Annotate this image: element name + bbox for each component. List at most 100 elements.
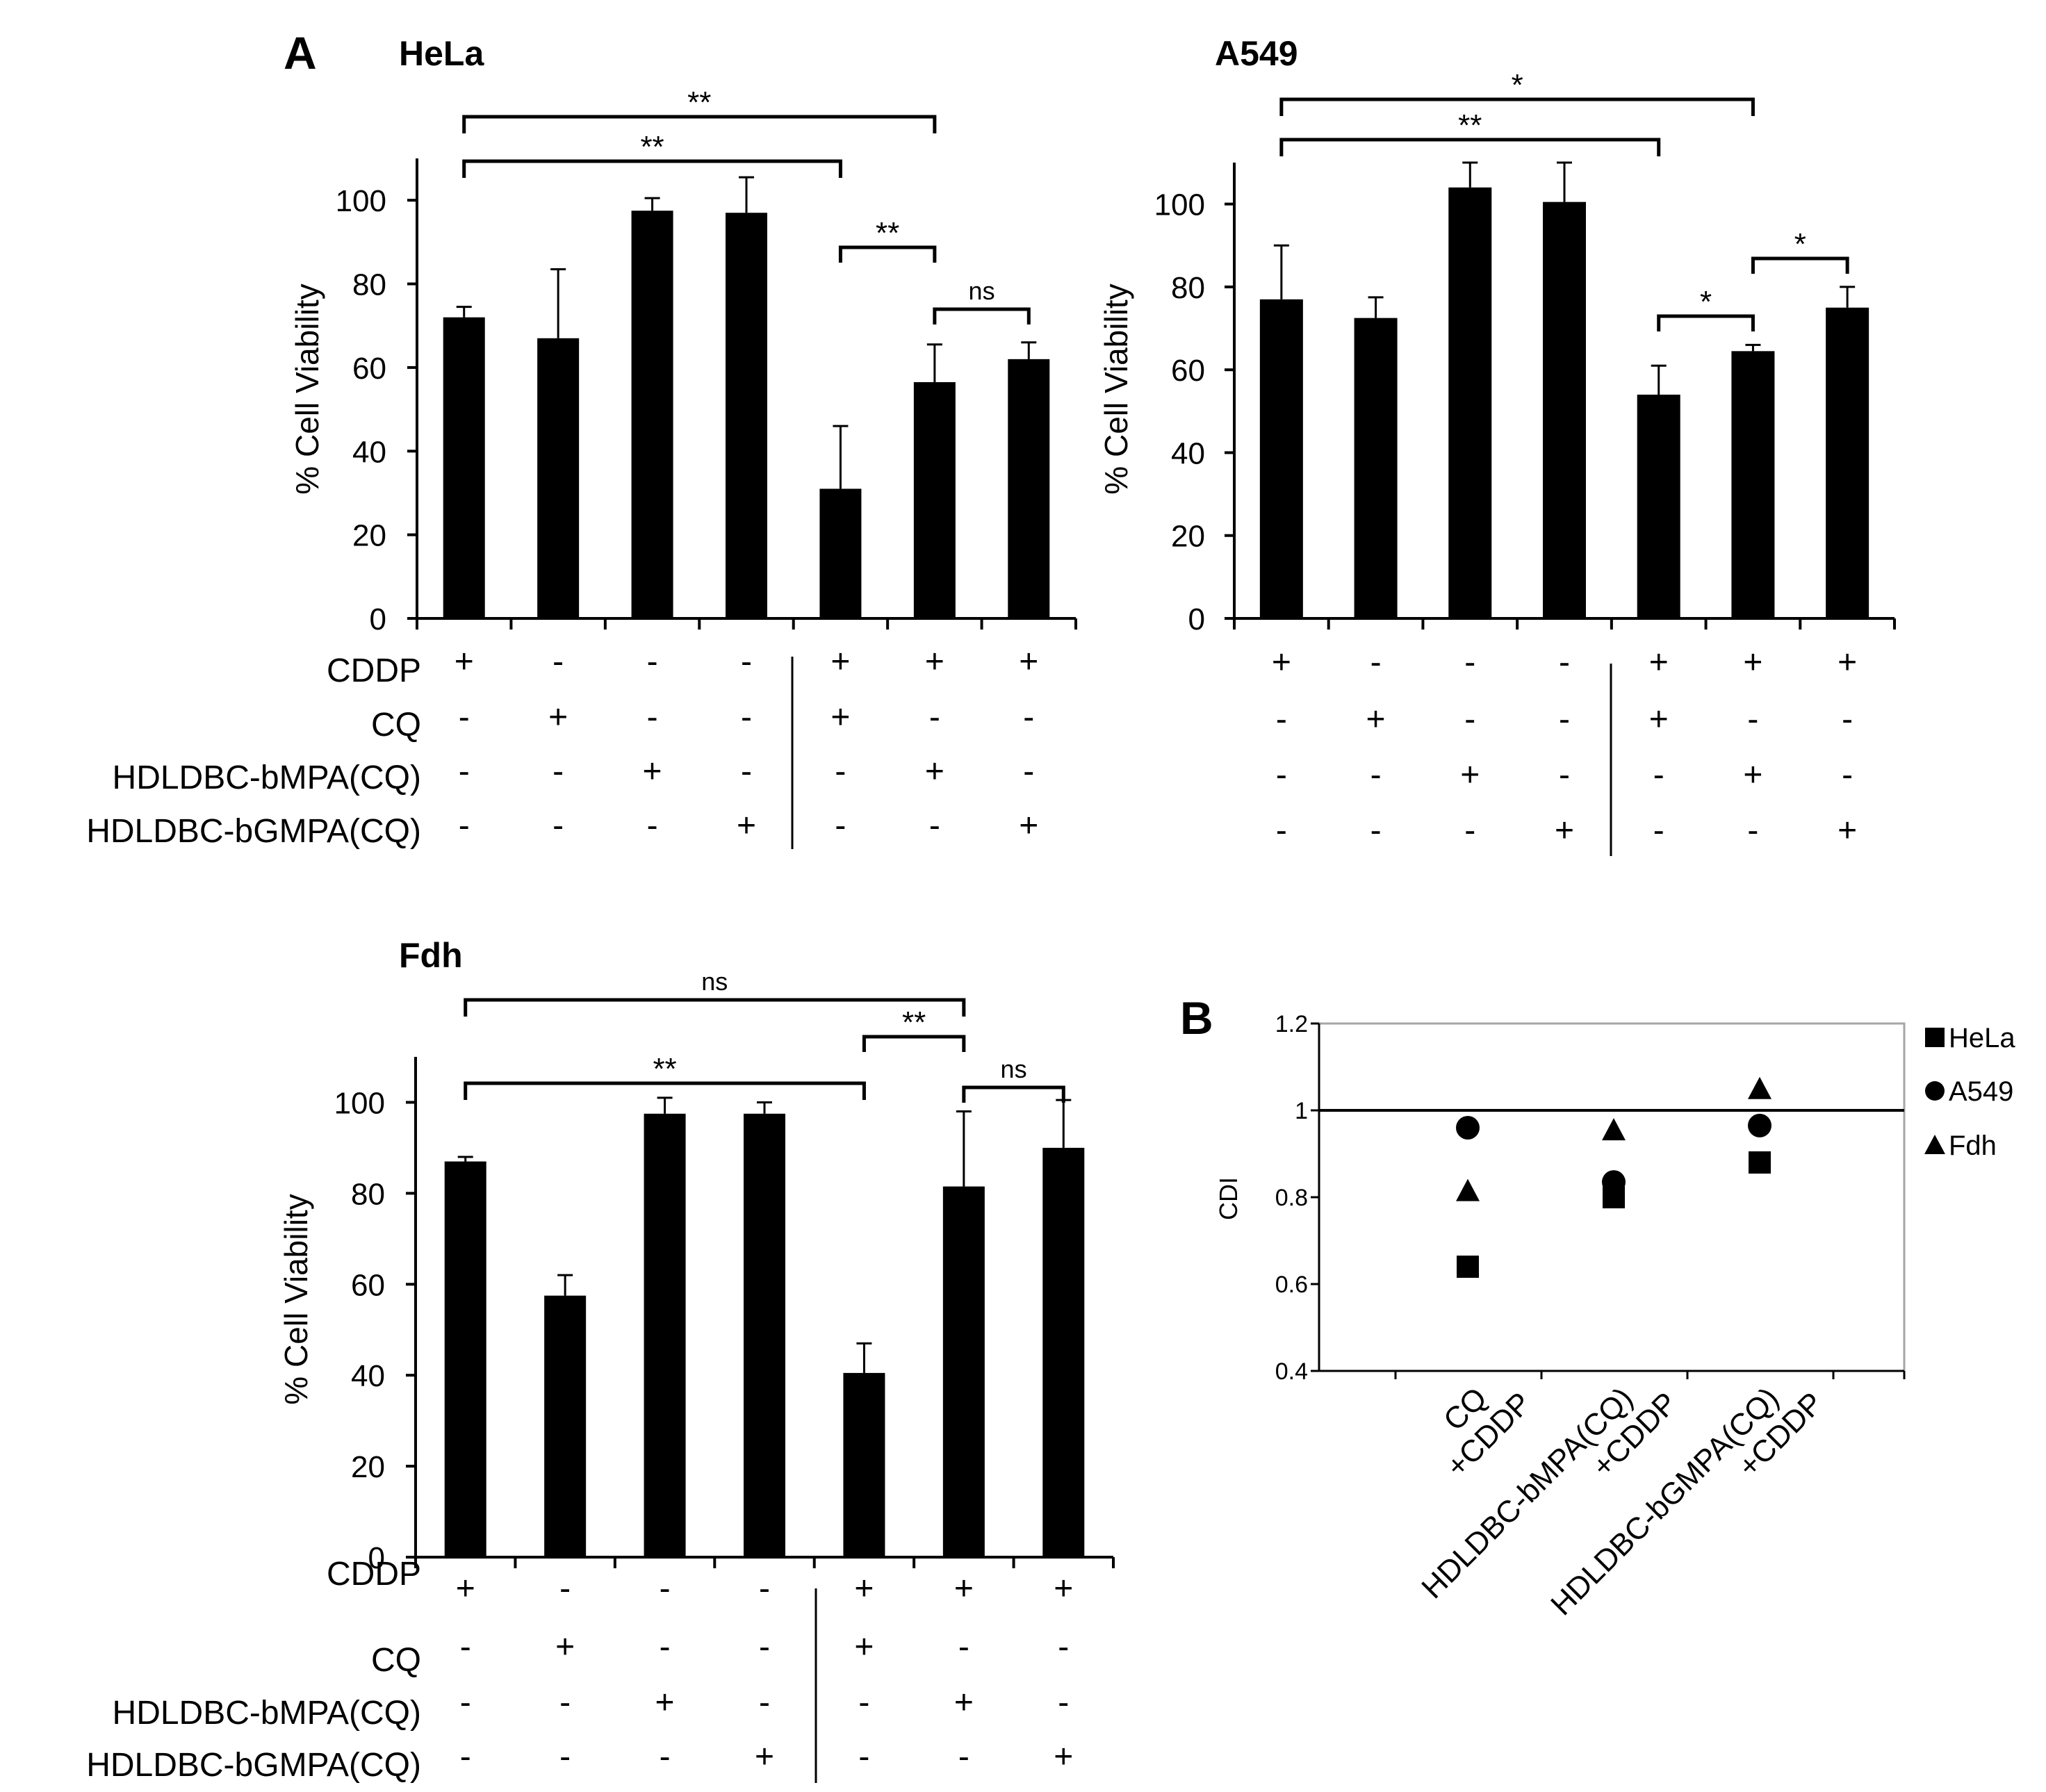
a549-bar xyxy=(1259,299,1303,618)
a549-treatment-sign: - xyxy=(1370,757,1382,794)
hela-y-axis-label: % Cell Viability xyxy=(289,283,325,494)
fdh-treatment-sign: - xyxy=(858,1738,869,1775)
a549-y-tick-label: 0 xyxy=(1188,602,1205,636)
fdh-significance-bracket xyxy=(862,1035,966,1052)
cdi-point-a549 xyxy=(1456,1116,1480,1140)
a549-significance-label: * xyxy=(1512,68,1523,102)
a549-treatment-sign: + xyxy=(1838,812,1857,849)
fdh-treatment-sign: + xyxy=(954,1570,974,1607)
fdh-y-tick-label: 20 xyxy=(351,1450,385,1484)
a549-treatment-sign: - xyxy=(1842,757,1853,794)
fdh-treatment-sign: + xyxy=(655,1684,675,1721)
cdi-point-hela xyxy=(1457,1256,1479,1278)
hela-row-label: CDDP xyxy=(327,652,421,689)
hela-y-tick-label: 0 xyxy=(370,602,386,636)
fdh-treatment-sign: - xyxy=(1058,1684,1069,1721)
hela-bar xyxy=(631,211,673,618)
fdh-treatment-sign: - xyxy=(559,1570,571,1607)
fdh-y-tick-label: 60 xyxy=(351,1268,385,1302)
fdh-treatment-sign: + xyxy=(1054,1738,1073,1775)
a549-significance-label: * xyxy=(1700,285,1712,319)
a549-treatment-sign: - xyxy=(1559,644,1570,681)
a549-treatment-sign: + xyxy=(1838,644,1857,681)
hela-treatment-sign: + xyxy=(455,643,474,680)
hela-significance-bracket xyxy=(462,115,937,133)
hela-viability-chart: HeLa % Cell Viability 0 20 40 60 80 100 + - - - + + + C… xyxy=(86,34,1077,850)
hela-bar xyxy=(1008,359,1050,618)
legend-label-fdh: Fdh xyxy=(1949,1131,1997,1161)
hela-bar xyxy=(443,317,485,618)
hela-treatment-sign: - xyxy=(647,699,658,736)
a549-treatment-sign: - xyxy=(1276,701,1287,738)
hela-significance-bracket xyxy=(462,159,842,178)
a549-treatment-sign: - xyxy=(1559,701,1570,738)
fdh-treatment-sign: - xyxy=(460,1629,471,1666)
hela-bar xyxy=(537,338,580,618)
cdi-y-tick-label: 0.8 xyxy=(1275,1185,1308,1211)
a549-y-axis-label: % Cell Viability xyxy=(1098,283,1134,494)
cdi-plot-frame xyxy=(1319,1022,1906,1371)
a549-treatment-sign: - xyxy=(1653,812,1664,849)
fdh-treatment-sign: - xyxy=(660,1738,671,1775)
fdh-significance-label: ** xyxy=(902,1005,926,1039)
a549-treatment-sign: - xyxy=(1464,644,1475,681)
cdi-y-tick-label: 0.6 xyxy=(1275,1272,1308,1298)
hela-bar xyxy=(819,488,862,618)
cdi-point-fdh xyxy=(1456,1178,1480,1201)
fdh-treatment-sign: - xyxy=(958,1629,969,1666)
fdh-treatment-sign: + xyxy=(854,1629,874,1666)
a549-treatment-sign: - xyxy=(1370,812,1382,849)
fdh-treatment-sign: - xyxy=(660,1629,671,1666)
a549-significance-bracket xyxy=(1279,97,1755,116)
fdh-bar xyxy=(1042,1147,1085,1557)
a549-y-tick-label: 20 xyxy=(1171,520,1205,554)
a549-bar xyxy=(1448,187,1492,618)
hela-treatment-sign: - xyxy=(929,699,940,736)
hela-treatment-sign: - xyxy=(741,699,752,736)
fdh-y-tick-label: 40 xyxy=(351,1359,385,1393)
hela-treatment-sign: - xyxy=(553,753,564,790)
hela-treatment-sign: - xyxy=(1023,753,1034,790)
fdh-viability-chart: Fdh % Cell Viability 0 20 40 60 80 100 + - - - + + + CD… xyxy=(86,936,1115,1784)
a549-y-tick-label: 100 xyxy=(1154,188,1205,222)
a549-treatment-sign: + xyxy=(1743,644,1762,681)
panel-label-a: A xyxy=(284,27,317,79)
fdh-treatment-sign: - xyxy=(559,1738,571,1775)
a549-treatment-sign: + xyxy=(1649,701,1669,738)
hela-significance-label: ** xyxy=(876,216,899,250)
fdh-y-axis-label: % Cell Viability xyxy=(278,1194,314,1404)
a549-significance-bracket xyxy=(1279,138,1661,156)
hela-treatment-sign: - xyxy=(459,699,470,736)
fdh-significance-bracket xyxy=(962,1085,1065,1103)
cdi-point-fdh xyxy=(1602,1118,1626,1141)
hela-y-tick-label: 40 xyxy=(352,435,386,469)
hela-treatment-sign: + xyxy=(643,753,662,790)
fdh-row-label: CDDP xyxy=(327,1556,421,1593)
hela-significance-label: ** xyxy=(640,130,664,164)
legend-label-a549: A549 xyxy=(1949,1076,2013,1107)
a549-y-tick-label: 80 xyxy=(1171,271,1205,305)
fdh-bar xyxy=(744,1113,785,1557)
a549-treatment-sign: - xyxy=(1276,812,1287,849)
hela-significance-label: ns xyxy=(969,277,995,305)
fdh-significance-bracket xyxy=(464,1081,866,1100)
hela-bar xyxy=(913,381,956,618)
hela-treatment-sign: + xyxy=(1019,643,1038,680)
fdh-treatment-sign: + xyxy=(456,1570,475,1607)
hela-y-tick-label: 80 xyxy=(352,268,386,302)
hela-bar xyxy=(726,213,767,619)
a549-significance-label: ** xyxy=(1458,108,1482,142)
hela-treatment-sign: - xyxy=(835,753,846,790)
a549-treatment-sign: - xyxy=(1464,812,1475,849)
fdh-treatment-sign: + xyxy=(954,1684,974,1721)
a549-treatment-sign: - xyxy=(1842,701,1853,738)
hela-treatment-sign: + xyxy=(1019,807,1038,844)
hela-chart-title: HeLa xyxy=(399,34,484,73)
a549-bar xyxy=(1826,307,1869,618)
fdh-y-tick-label: 80 xyxy=(351,1177,385,1211)
fdh-bar xyxy=(843,1372,885,1557)
fdh-row-label: HDLDBC-bGMPA(CQ) xyxy=(86,1747,421,1784)
fdh-treatment-sign: + xyxy=(854,1570,874,1607)
a549-treatment-sign: - xyxy=(1559,757,1570,794)
